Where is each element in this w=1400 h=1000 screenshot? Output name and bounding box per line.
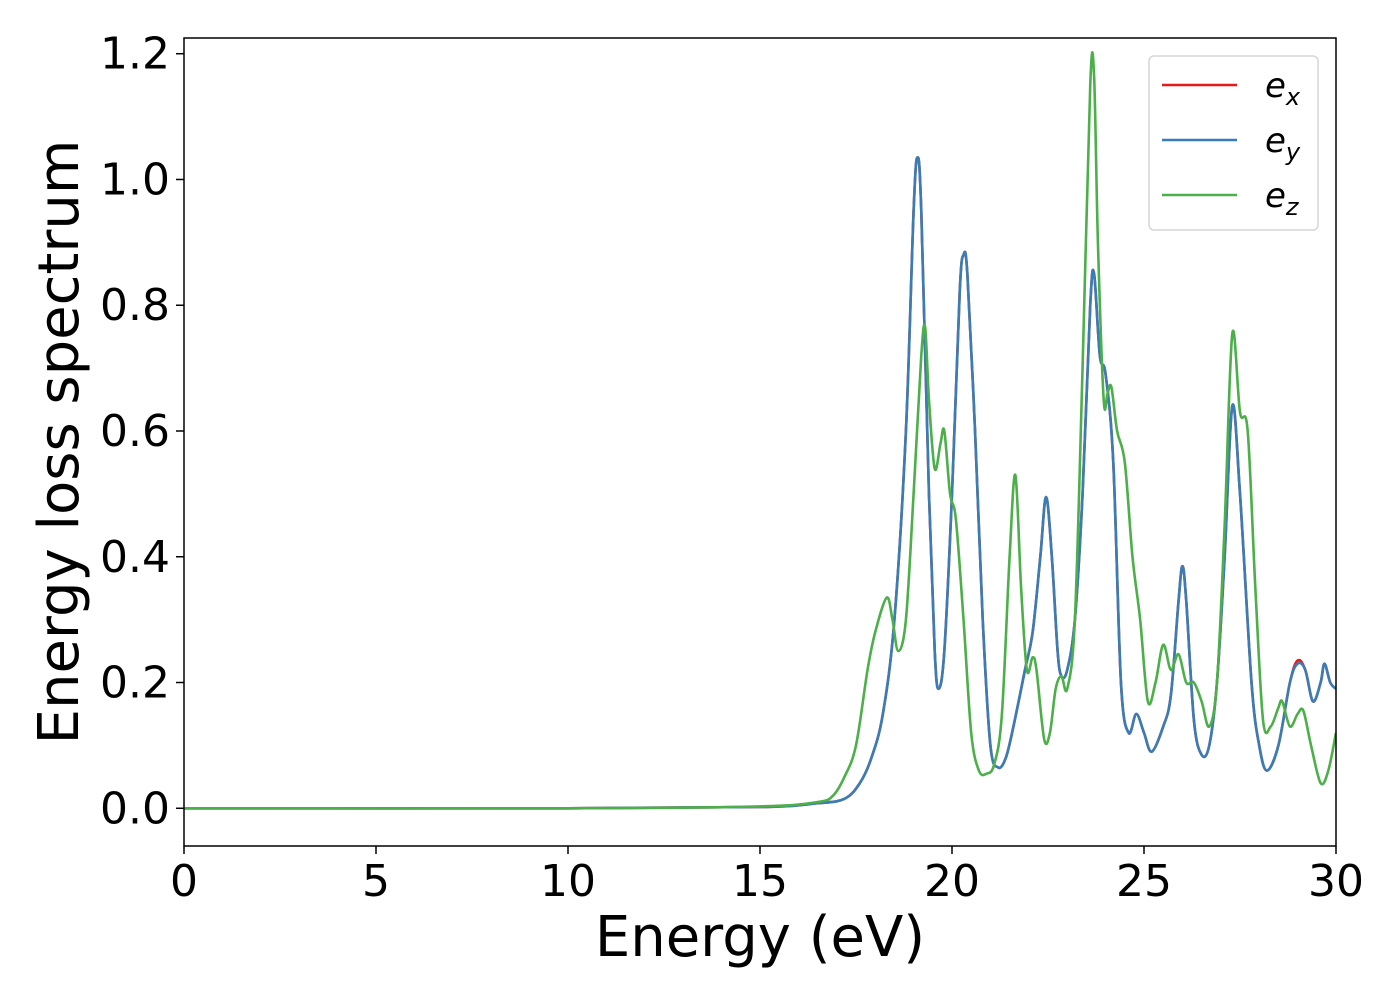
- legend-label-z: ez: [1265, 176, 1300, 221]
- y-tick-label: 0.4: [100, 532, 170, 583]
- x-tick-label: 15: [732, 856, 788, 907]
- x-tick-label: 5: [362, 856, 390, 907]
- x-axis-label: Energy (eV): [595, 905, 925, 970]
- y-tick-label: 1.0: [100, 154, 170, 205]
- y-tick-label: 0.2: [100, 658, 170, 709]
- legend-label-y: ey: [1265, 121, 1301, 166]
- series-line-y: [184, 156, 1336, 810]
- y-tick-label: 0.6: [100, 406, 170, 457]
- x-tick-label: 0: [170, 856, 198, 907]
- y-axis-ticks: 0.0 0.2 0.4 0.6 0.8 1.0 1.2: [100, 29, 184, 834]
- y-axis-label: Energy loss spectrum: [27, 140, 92, 745]
- y-tick-label: 0.0: [100, 783, 170, 834]
- series-line-z: [184, 51, 1336, 810]
- legend-box: [1148, 55, 1319, 231]
- legend: ex ey ez: [1148, 55, 1319, 231]
- series-line-x: [184, 156, 1336, 810]
- x-axis-ticks: 0 5 10 15 20 25 30: [170, 846, 1364, 907]
- legend-label-x: ex: [1265, 66, 1301, 111]
- x-tick-label: 10: [540, 856, 596, 907]
- x-tick-label: 20: [924, 856, 980, 907]
- plot-lines: [184, 51, 1336, 810]
- x-tick-label: 30: [1308, 856, 1364, 907]
- y-tick-label: 1.2: [100, 29, 170, 80]
- x-tick-label: 25: [1116, 856, 1172, 907]
- y-tick-label: 0.8: [100, 280, 170, 331]
